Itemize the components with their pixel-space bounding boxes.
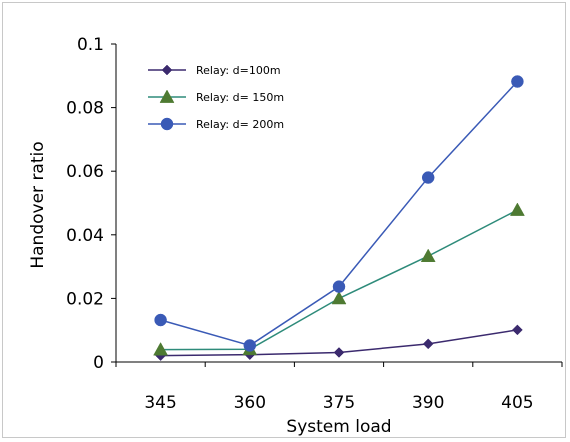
series-group xyxy=(153,75,525,361)
y-tick-label: 0.08 xyxy=(66,99,104,119)
data-point xyxy=(243,339,257,352)
data-point xyxy=(512,324,523,336)
legend-item: Relay: d= 150m xyxy=(148,89,284,104)
legend: Relay: d=100m Relay: d= 150m Relay: d= 200… xyxy=(148,64,284,131)
data-point xyxy=(511,75,524,88)
legend-label: Relay: d= 200m xyxy=(196,118,284,131)
data-point xyxy=(422,338,434,350)
data-point xyxy=(420,248,436,262)
y-tick-label: 0.04 xyxy=(66,226,104,246)
x-tick-label: 375 xyxy=(323,393,355,413)
legend-marker xyxy=(159,89,175,103)
series-circle xyxy=(154,75,524,352)
data-point xyxy=(509,202,525,216)
data-point xyxy=(332,280,346,293)
series-line xyxy=(160,209,518,351)
x-tick-label: 390 xyxy=(412,393,444,413)
y-tick-label: 0.1 xyxy=(77,35,104,55)
legend-label: Relay: d=100m xyxy=(196,64,281,77)
data-point xyxy=(331,290,347,305)
data-point xyxy=(154,313,167,327)
x-tick-label: 360 xyxy=(234,393,266,413)
legend-marker xyxy=(161,64,173,76)
series-triangle xyxy=(153,202,525,356)
data-point xyxy=(421,171,435,184)
legend-marker xyxy=(160,117,174,131)
y-tick-label: 0.06 xyxy=(66,162,104,182)
data-point xyxy=(333,347,345,358)
data-point xyxy=(153,342,169,356)
axes xyxy=(115,44,562,363)
x-tick-label: 345 xyxy=(144,393,176,413)
series-diamond xyxy=(155,324,523,361)
y-tick-label: 0 xyxy=(93,353,104,373)
legend-label: Relay: d= 150m xyxy=(196,91,284,104)
legend-item: Relay: d= 200m xyxy=(148,117,284,131)
y-ticks: 0 0.02 0.04 0.06 0.08 0.1 xyxy=(66,35,116,373)
x-tick-label: 405 xyxy=(501,393,533,413)
x-axis-label: System load xyxy=(286,417,391,437)
chart-frame xyxy=(2,2,566,438)
y-tick-label: 0.02 xyxy=(66,289,104,309)
y-axis-label: Handover ratio xyxy=(28,141,48,268)
legend-item: Relay: d=100m xyxy=(148,64,281,77)
x-ticks: 345 360 375 390 405 xyxy=(115,362,563,413)
